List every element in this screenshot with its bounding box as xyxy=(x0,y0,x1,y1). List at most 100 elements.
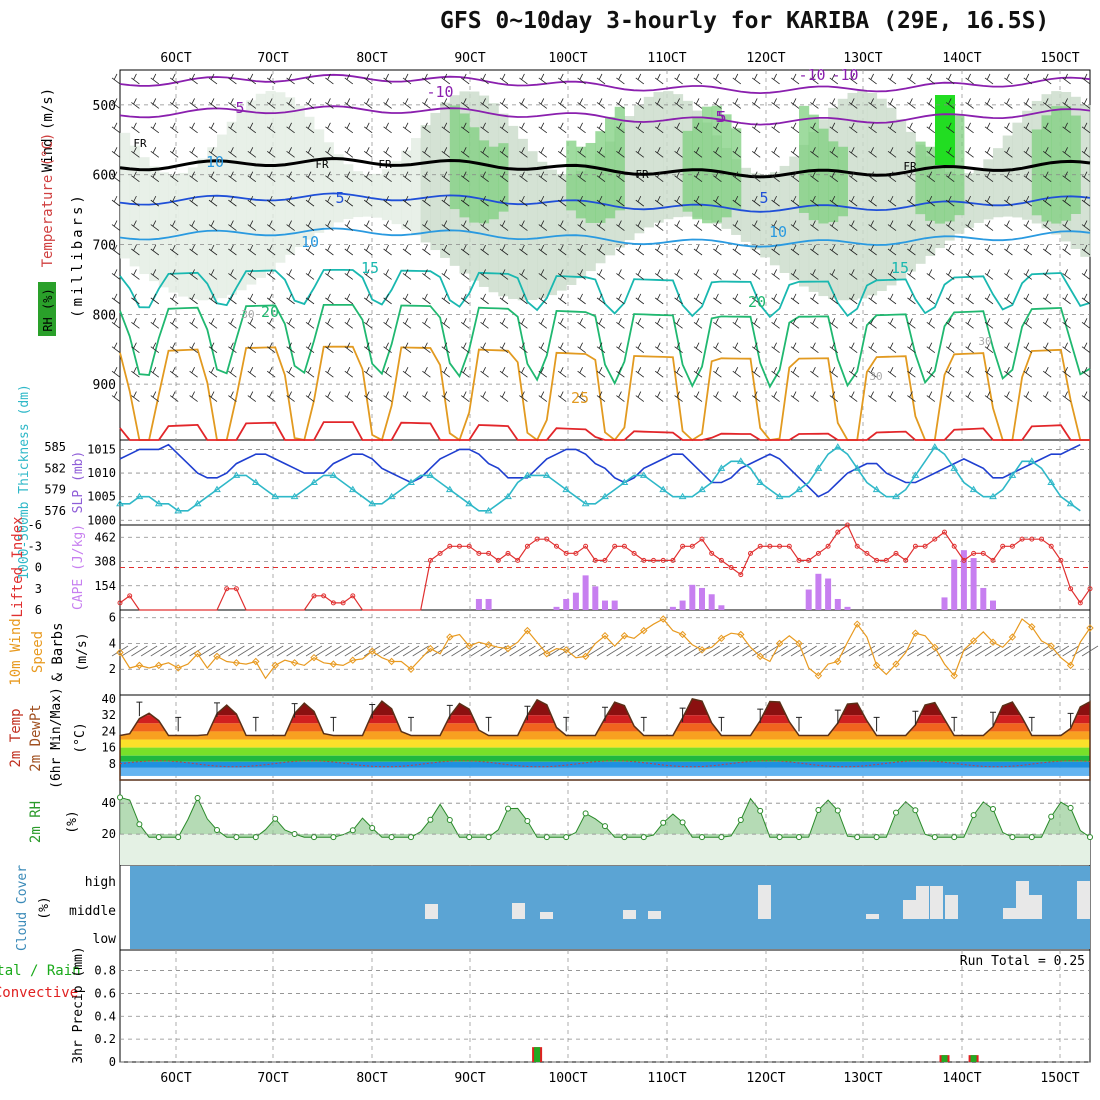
wind-barb xyxy=(596,122,606,134)
wind-barb xyxy=(732,244,742,256)
wind-barb xyxy=(383,122,392,134)
wind-barb xyxy=(713,171,722,183)
thickness-marker xyxy=(523,471,532,478)
wind-barb xyxy=(402,293,412,305)
wind-barb xyxy=(1062,366,1071,378)
wind-speed-point xyxy=(717,634,726,643)
contour-label: -10 xyxy=(831,66,858,84)
wind-barb xyxy=(208,269,218,280)
wind-speed-point xyxy=(193,650,202,658)
wind-barb xyxy=(499,318,509,329)
contour-label: 15 xyxy=(361,259,379,277)
wind-barb xyxy=(926,244,936,256)
wind-barb-10m xyxy=(344,645,362,657)
rh-point xyxy=(446,816,453,823)
wind-barb xyxy=(1042,171,1052,183)
lifted-index-point xyxy=(476,550,482,556)
rh-shade xyxy=(217,134,228,299)
wind-barb xyxy=(829,293,839,305)
lifted-index-point xyxy=(554,543,559,549)
wind-barb xyxy=(713,122,722,134)
wind-barb xyxy=(771,318,780,329)
rh-moist xyxy=(731,128,742,210)
precip-bar-total xyxy=(534,1047,541,1062)
wind-barb xyxy=(868,147,877,158)
wind-speed-point xyxy=(465,642,473,650)
wind-barb xyxy=(1004,342,1013,354)
series-line-1 xyxy=(120,445,1081,512)
y-tick-temp-3: 16 xyxy=(102,741,116,755)
rh-shade xyxy=(381,169,393,221)
lifted-index-point xyxy=(612,543,618,549)
wind-barb xyxy=(984,391,994,402)
wind-barb xyxy=(557,195,567,207)
wind-barb xyxy=(422,293,431,305)
rh-moist xyxy=(721,114,732,218)
wind-barb xyxy=(1004,269,1013,280)
wind-barb xyxy=(616,244,625,256)
wind-barb-10m xyxy=(548,645,565,657)
wind-barb xyxy=(713,73,722,85)
wind-barb-10m xyxy=(131,645,148,657)
wind-barb xyxy=(616,171,625,183)
lifted-index-point xyxy=(466,543,472,549)
wind-barb xyxy=(887,293,897,305)
wind-barb xyxy=(577,122,586,134)
wind-barb-10m xyxy=(325,645,342,657)
wind-barb xyxy=(131,366,140,378)
wind-barb xyxy=(1042,73,1052,85)
wind-barb xyxy=(674,171,683,183)
wind-barb xyxy=(1062,122,1071,134)
wind-barb xyxy=(344,98,354,109)
x-tick-top-7: 13OCT xyxy=(843,51,882,66)
wind-barb xyxy=(325,147,334,158)
cape-bar xyxy=(844,606,851,610)
rh-shade xyxy=(343,164,354,220)
wind-barb xyxy=(383,73,392,85)
wind-barb xyxy=(460,147,470,158)
thickness-marker xyxy=(892,492,900,500)
wind-barb xyxy=(189,293,198,305)
wind-barb xyxy=(266,293,276,305)
wind-barb xyxy=(984,220,994,231)
wind-barb xyxy=(693,171,703,183)
wind-barb xyxy=(771,98,780,109)
temp-minmax-bar xyxy=(369,703,376,719)
rh-point xyxy=(602,823,608,830)
wind-barb xyxy=(519,73,528,85)
wind-barb xyxy=(344,147,354,158)
rh-point xyxy=(330,834,337,841)
wind-barb xyxy=(674,147,683,158)
rh-shade xyxy=(779,165,790,273)
wind-barb xyxy=(169,391,179,402)
wind-barb-10m xyxy=(519,645,536,657)
wind-barb-10m xyxy=(150,645,168,657)
lifted-index-point xyxy=(1048,543,1054,549)
wind-barb xyxy=(247,171,257,183)
wind-speed-point xyxy=(174,664,182,672)
wind-barb xyxy=(519,269,528,280)
wind-barb xyxy=(363,147,373,158)
wind-barb xyxy=(247,342,257,354)
lifted-index-point xyxy=(680,543,686,549)
lifted-index-point xyxy=(651,557,656,563)
y-tick-rh-0: 40 xyxy=(102,796,116,810)
wind-barb-10m xyxy=(460,645,478,657)
wind-barb-10m xyxy=(557,645,575,657)
wind-barb xyxy=(228,244,237,256)
wind-barb xyxy=(1062,269,1071,280)
rh-moist xyxy=(1031,129,1042,216)
rh-point xyxy=(505,805,511,812)
ylabel-thickness: 1000-500mb Thickness (dm) xyxy=(17,384,32,580)
wind-barb xyxy=(363,366,373,378)
rh-shade xyxy=(760,174,771,258)
wind-barb xyxy=(965,147,974,158)
wind-barb xyxy=(984,244,994,256)
wind-barb xyxy=(169,293,179,305)
cape-bar xyxy=(825,578,832,610)
wind-barb-10m xyxy=(606,645,623,657)
wind-barb xyxy=(363,195,373,207)
rh-shade xyxy=(430,112,441,251)
wind-barb xyxy=(596,366,606,378)
